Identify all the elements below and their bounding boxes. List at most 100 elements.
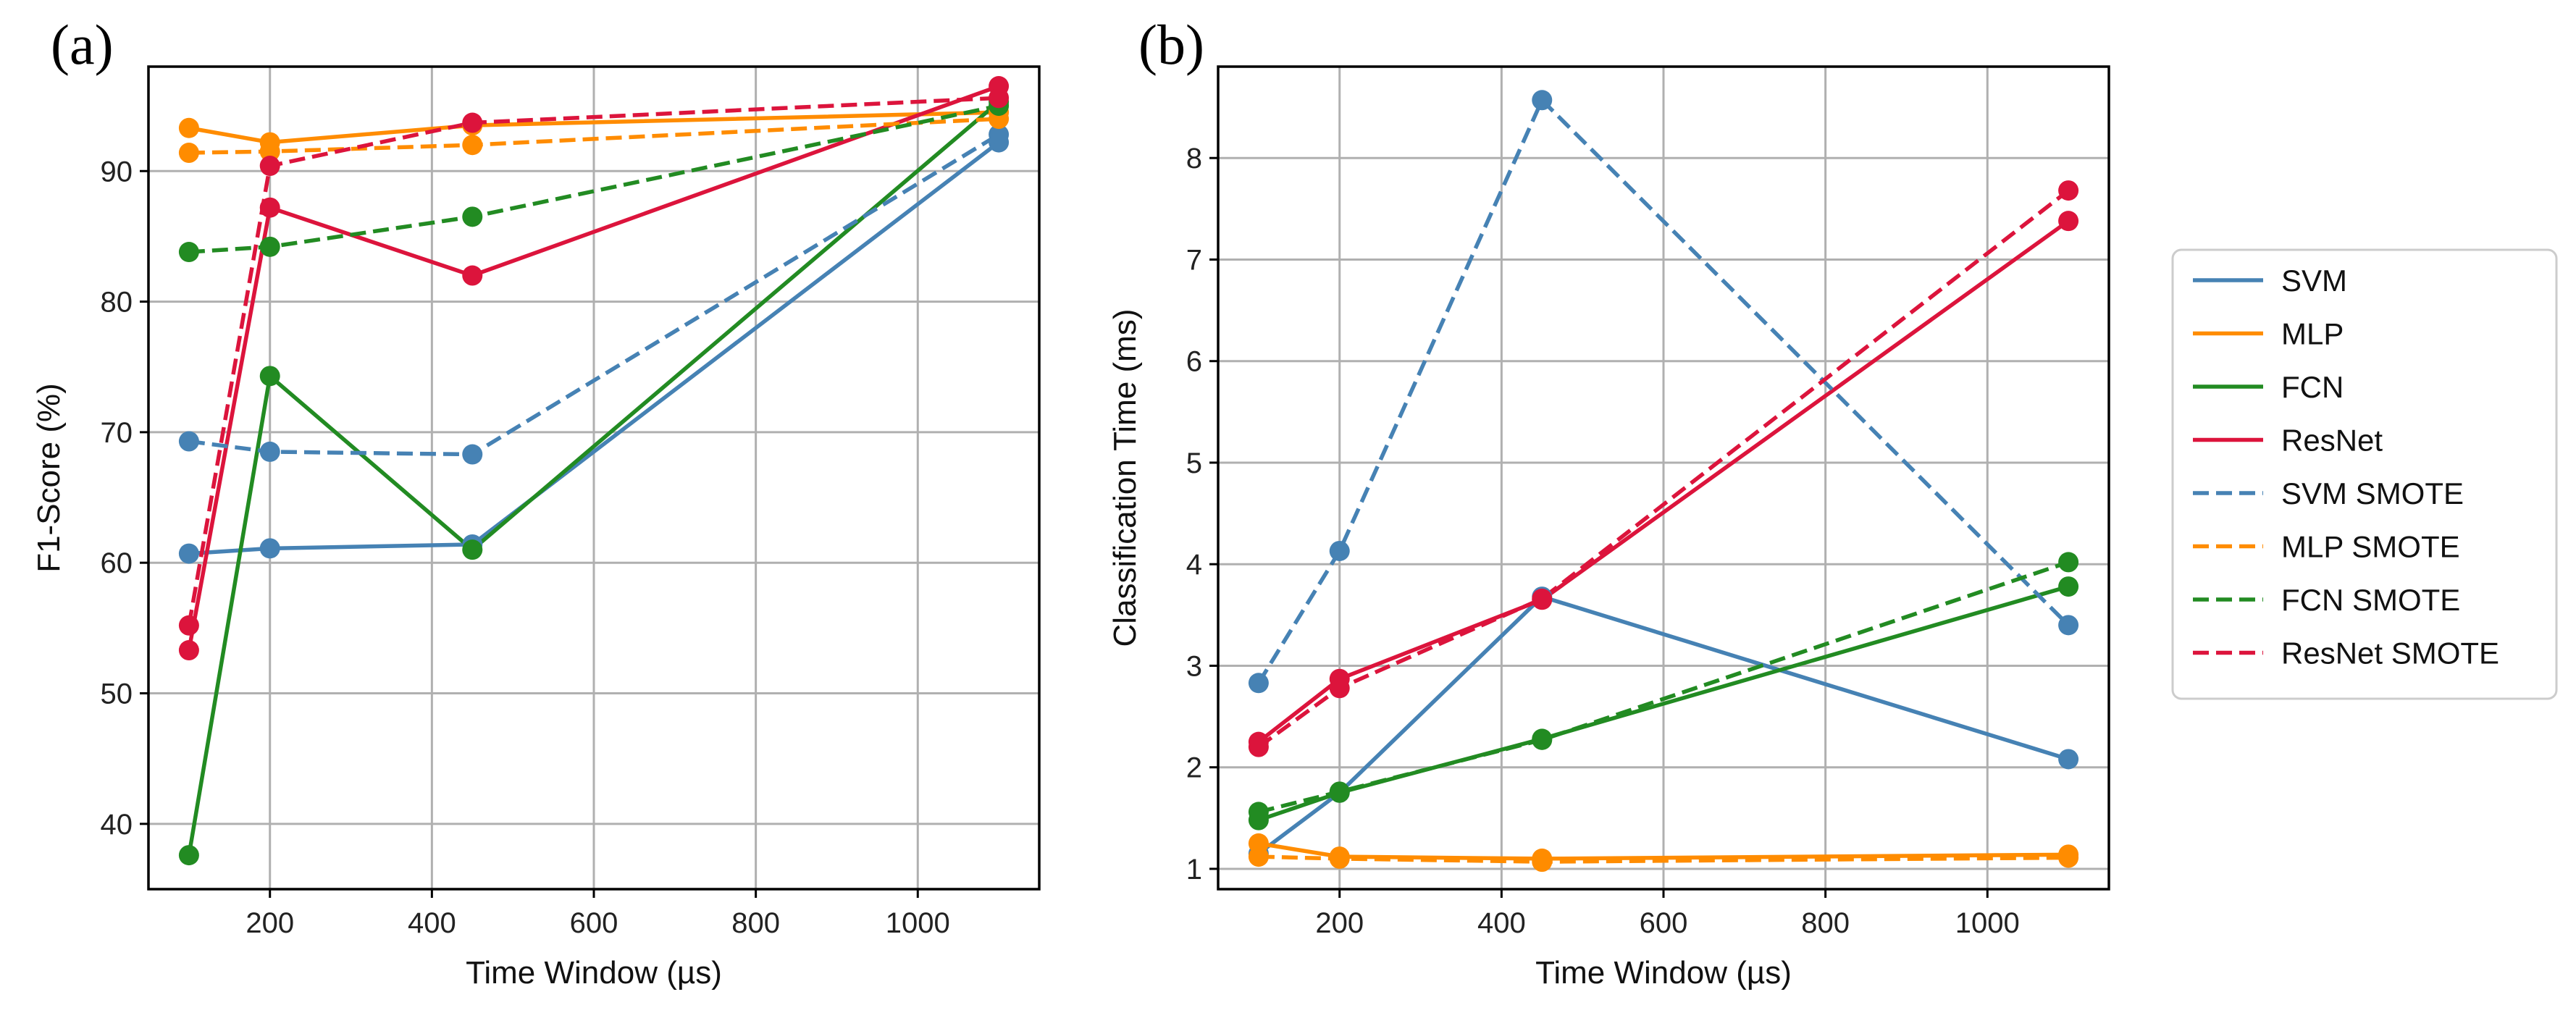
data-point-svm-smote (1248, 673, 1269, 694)
data-point-resnet-smote (989, 88, 1010, 109)
legend-label-resnet: ResNet (2281, 424, 2383, 458)
y-tick-label: 60 (101, 547, 133, 579)
y-tick-label: 80 (101, 287, 133, 319)
x-tick-label: 400 (1477, 907, 1526, 939)
data-point-svm-smote (259, 441, 280, 462)
legend-label-svm: SVM (2281, 264, 2347, 298)
data-point-fcn (2058, 576, 2079, 597)
ticks-a: 200 400 600 800 1000 40 50 60 70 80 90 (101, 156, 950, 939)
data-point-svm-smote (1532, 90, 1553, 111)
series-group-a (178, 76, 1010, 866)
data-point-mlp-smote (1532, 852, 1553, 872)
data-point-svm (2058, 749, 2079, 770)
data-point-mlp-smote (2058, 847, 2079, 868)
data-point-resnet-smote (1248, 736, 1269, 757)
data-point-resnet-smote (259, 156, 280, 177)
x-tick-label: 1000 (886, 907, 950, 939)
data-point-svm-smote (2058, 615, 2079, 636)
x-axis-label: Time Window (µs) (466, 955, 722, 991)
data-point-fcn-smote (462, 206, 483, 227)
series-line-mlp-smote (1258, 854, 2069, 864)
data-point-fcn (178, 845, 199, 866)
data-point-mlp-smote (178, 143, 199, 164)
data-point-fcn-smote (1532, 729, 1553, 750)
series-line-fcn-smote (1258, 560, 2069, 815)
x-tick-label: 800 (731, 907, 780, 939)
legend-label-resnet-smote: ResNet SMOTE (2281, 636, 2499, 670)
legend-label-fcn: FCN (2281, 370, 2344, 404)
y-tick-label: 4 (1186, 549, 1202, 581)
y-axis-label: Classification Time (ms) (1107, 309, 1143, 647)
data-point-mlp-smote (259, 141, 280, 162)
y-axis-label: F1-Score (%) (31, 383, 67, 573)
data-point-mlp-smote (462, 135, 483, 156)
data-point-svm-smote (989, 124, 1010, 145)
data-point-resnet (462, 265, 483, 286)
gridlines-b (1218, 67, 2109, 889)
y-tick-label: 3 (1186, 650, 1202, 682)
x-axis-label: Time Window (µs) (1535, 955, 1792, 991)
data-point-fcn-smote (178, 242, 199, 263)
series-line-svm-smote (188, 133, 1000, 457)
chart-panel-b: 200 400 600 800 1000 1 2 3 4 5 6 7 8 Time Window (µs)… (1107, 13, 2110, 991)
legend-label-mlp-smote: MLP SMOTE (2281, 530, 2460, 564)
panel-label: (a) (51, 13, 114, 76)
series-line-resnet-smote (1257, 188, 2070, 749)
y-tick-label: 40 (101, 809, 133, 841)
data-point-fcn (259, 366, 280, 387)
data-point-fcn-smote (259, 236, 280, 257)
data-point-mlp (178, 117, 199, 138)
legend: SVM MLP FCN ResNet SVM SMOTE MLP SMOTE FCN SMO… (2171, 248, 2558, 700)
x-tick-label: 800 (1801, 907, 1850, 939)
series-line-svm (1257, 594, 2069, 856)
data-point-fcn-smote (2058, 552, 2079, 573)
y-tick-label: 90 (101, 156, 133, 188)
y-tick-label: 2 (1186, 752, 1202, 784)
series-group-b (1248, 90, 2079, 872)
y-tick-label: 1 (1186, 854, 1202, 886)
legend-frame (2171, 248, 2558, 700)
legend-label-svm-smote: SVM SMOTE (2281, 476, 2464, 510)
series-line-mlp (1258, 841, 2069, 861)
series-line-resnet (1257, 219, 2070, 744)
data-point-resnet-smote (2058, 180, 2079, 201)
data-point-resnet (178, 640, 199, 661)
panel-label: (b) (1138, 13, 1204, 76)
x-tick-label: 200 (1315, 907, 1364, 939)
series-line-resnet (187, 84, 1000, 651)
data-point-svm (178, 543, 199, 564)
data-point-fcn-smote (1329, 781, 1350, 802)
x-tick-label: 600 (570, 907, 618, 939)
axes-frame-a (147, 65, 1041, 891)
data-point-resnet (2058, 211, 2079, 232)
series-line-svm-smote (1256, 98, 2071, 684)
data-point-resnet (259, 197, 280, 218)
series-line-mlp-smote (188, 117, 999, 155)
y-tick-label: 8 (1186, 143, 1202, 174)
axes-frame-b (1217, 65, 2110, 891)
data-point-mlp-smote (1248, 846, 1269, 867)
data-point-svm (259, 538, 280, 559)
data-point-fcn (462, 539, 483, 560)
data-point-svm-smote (178, 431, 199, 452)
data-point-svm-smote (1329, 540, 1350, 561)
data-point-mlp-smote (1329, 848, 1350, 869)
gridlines-a (148, 67, 1039, 889)
data-point-resnet-smote (178, 615, 199, 636)
data-point-svm-smote (462, 444, 483, 465)
y-tick-label: 70 (101, 417, 133, 449)
data-point-resnet-smote (1532, 588, 1553, 609)
ticks-b: 200 400 600 800 1000 1 2 3 4 5 6 7 8 (1186, 143, 2020, 939)
y-tick-label: 5 (1186, 447, 1202, 479)
series-line-svm (188, 140, 1000, 556)
x-tick-label: 1000 (1955, 907, 2020, 939)
y-tick-label: 50 (101, 678, 133, 710)
chart-panel-a: 200 400 600 800 1000 40 50 60 70 80 90 Time Window … (31, 13, 1041, 991)
y-tick-label: 6 (1186, 346, 1202, 378)
data-point-fcn-smote (1248, 802, 1269, 823)
legend-label-mlp: MLP (2281, 317, 2344, 351)
legend-label-fcn-smote: FCN SMOTE (2281, 583, 2460, 617)
x-tick-label: 600 (1640, 907, 1688, 939)
series-line-resnet-smote (187, 96, 999, 626)
